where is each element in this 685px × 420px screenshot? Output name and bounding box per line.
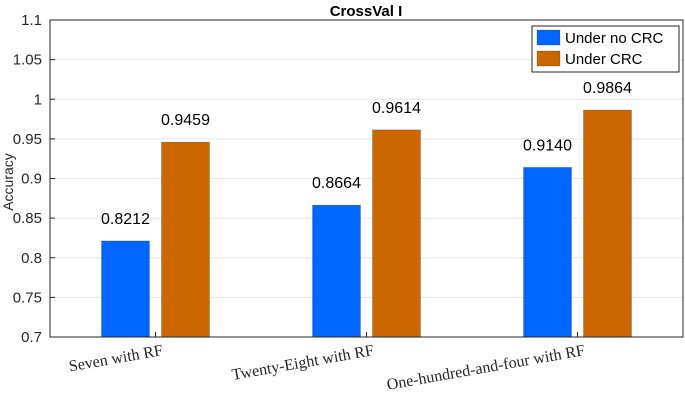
y-tick-label: 1 — [34, 91, 42, 108]
x-axis: Seven with RF Twenty-Eight with RF One-hun… — [68, 332, 586, 394]
y-tick-label: 1.05 — [13, 52, 42, 69]
bar — [101, 240, 150, 338]
y-tick-label: 0.85 — [13, 210, 42, 227]
legend-label: Under CRC — [565, 51, 643, 68]
bar — [312, 204, 361, 338]
legend-swatch — [536, 29, 561, 46]
legend: Under no CRC Under CRC — [531, 25, 680, 73]
y-axis-label: Accuracy — [0, 153, 16, 211]
data-label: 0.8212 — [101, 211, 150, 228]
y-tick-label: 1.1 — [21, 12, 42, 29]
bars — [101, 109, 632, 338]
x-tick-label: Twenty-Eight with RF — [231, 342, 376, 384]
data-label: 0.9864 — [583, 80, 632, 97]
data-label: 0.9459 — [161, 112, 210, 129]
data-label: 0.9140 — [523, 137, 572, 154]
legend-label: Under no CRC — [565, 30, 664, 47]
x-tick-label: Seven with RF — [68, 342, 165, 375]
data-labels: 0.8212 0.9459 0.8664 0.9614 0.9140 0.9864 — [101, 80, 632, 228]
y-axis: 0.7 0.75 0.8 0.85 0.9 0.95 1 1.05 1.1 — [13, 12, 55, 346]
bar — [583, 109, 632, 338]
bar — [523, 167, 572, 338]
y-tick-label: 0.7 — [21, 329, 42, 346]
y-tick-label: 0.9 — [21, 171, 42, 188]
x-tick-label: One-hundred-and-four with RF — [385, 342, 586, 394]
data-label: 0.8664 — [312, 175, 361, 192]
data-label: 0.9614 — [372, 100, 421, 117]
y-tick-label: 0.8 — [21, 250, 42, 267]
y-tick-label: 0.95 — [13, 131, 42, 148]
bar — [372, 129, 421, 338]
y-tick-label: 0.75 — [13, 289, 42, 306]
chart-title: CrossVal I — [330, 3, 403, 20]
bar — [161, 141, 210, 338]
legend-swatch — [536, 50, 561, 67]
